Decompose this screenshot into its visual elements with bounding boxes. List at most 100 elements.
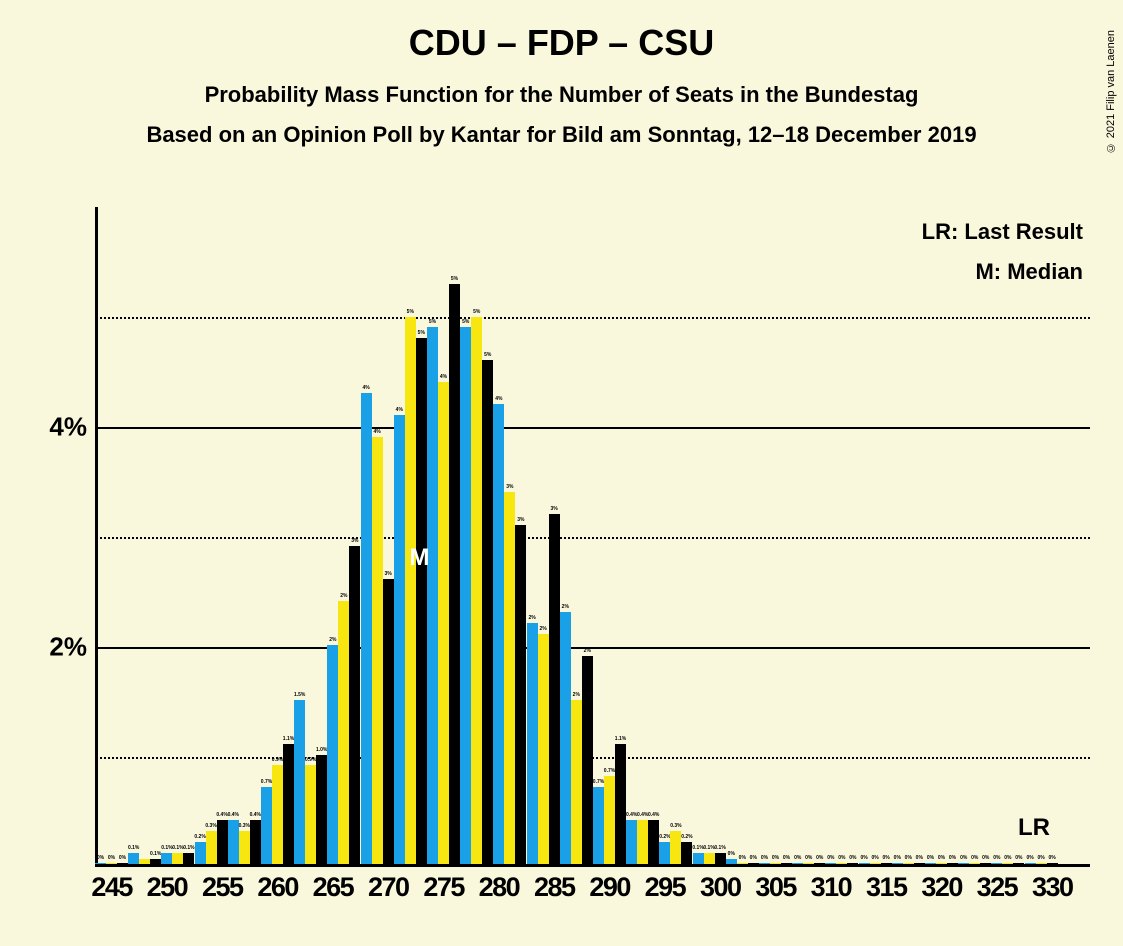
bar: 0.3% (206, 831, 217, 864)
x-tick-label: 310 (811, 872, 852, 903)
bar-value-label: 0.1% (172, 845, 183, 851)
bar-value-label: 0% (938, 855, 945, 861)
bar-value-label: 0.1% (161, 845, 172, 851)
bar: 0% (781, 863, 792, 864)
bar: 2% (338, 601, 349, 864)
bar-value-label: 0% (993, 855, 1000, 861)
bar: 0% (803, 863, 814, 864)
bars-container: 0%0%0%0.1%0.1%0.1%0.1%0.1%0.2%0.3%0.4%0.… (95, 207, 1090, 864)
bar: 0% (892, 863, 903, 864)
bar-value-label: 0.2% (681, 834, 692, 840)
bar: 0.7% (604, 776, 615, 864)
bar-group: 0%0%0% (1025, 863, 1058, 864)
bar-value-label: 4% (373, 429, 380, 435)
bar-group: 0.1%0.1% (128, 853, 161, 864)
bar-value-label: 0.7% (261, 779, 272, 785)
bar-value-label: 0% (1026, 855, 1033, 861)
bar-value-label: 2% (528, 615, 535, 621)
bar-value-label: 1.1% (615, 736, 626, 742)
bar-group: 4%3%3% (493, 404, 526, 864)
bar-value-label: 3% (506, 484, 513, 490)
bar: 4% (361, 393, 372, 864)
bar-value-label: 0.3% (205, 823, 216, 829)
bar: 4% (438, 382, 449, 864)
bar: 0.4% (250, 820, 261, 864)
bar: 2% (527, 623, 538, 864)
bar-value-label: 0% (838, 855, 845, 861)
bar: 3% (515, 525, 526, 864)
bar: 0.1% (183, 853, 194, 864)
bar-value-label: 5% (451, 276, 458, 282)
bar: 0% (958, 863, 969, 864)
bar-value-label: 2% (573, 692, 580, 698)
bar-group: 2%2%3% (527, 514, 560, 864)
bar: 5% (471, 317, 482, 865)
bar: 0% (925, 863, 936, 864)
x-tick-label: 315 (866, 872, 907, 903)
bar: 0% (117, 863, 128, 864)
bar-value-label: 3% (351, 538, 358, 544)
x-tick-label: 280 (479, 872, 520, 903)
bar-group: 0%0%0% (991, 863, 1024, 864)
bar-value-label: 0% (119, 855, 126, 861)
bar-value-label: 0.3% (670, 823, 681, 829)
bar-value-label: 0.4% (216, 812, 227, 818)
bar-group: 1.5%0.9%1.0% (294, 700, 327, 864)
bar-group: 0.4%0.3%0.4% (228, 820, 261, 864)
bar: 2% (327, 645, 338, 864)
x-tick-label: 260 (257, 872, 298, 903)
bar-value-label: 2% (340, 593, 347, 599)
bar-value-label: 0.4% (626, 812, 637, 818)
x-tick-label: 255 (202, 872, 243, 903)
bar-value-label: 0% (794, 855, 801, 861)
bar-value-label: 2% (539, 626, 546, 632)
bar: 0% (847, 863, 858, 864)
bar-value-label: 0% (827, 855, 834, 861)
bar: 0.7% (593, 787, 604, 864)
bar: 0% (836, 863, 847, 864)
bar-group: 2%2%3% (327, 546, 360, 864)
bar-group: 0.7%0.7%1.1% (593, 744, 626, 864)
bar-group: 5%4%5% (427, 284, 460, 864)
x-tick-label: 330 (1032, 872, 1073, 903)
bar-value-label: 0% (97, 855, 104, 861)
bar-value-label: 3% (517, 517, 524, 523)
bar: 3% (383, 579, 394, 864)
bar-value-label: 0.1% (714, 845, 725, 851)
bar: 5% (405, 317, 416, 865)
bar: 0% (991, 863, 1002, 864)
bar-group: 0%0%0% (759, 863, 792, 864)
x-tick-label: 325 (977, 872, 1018, 903)
bar: 5% (460, 327, 471, 864)
bar-value-label: 0% (739, 855, 746, 861)
bar-group: 4%5%5% (394, 317, 427, 865)
bar-group: 0%0%0% (859, 863, 892, 864)
bar-value-label: 0% (783, 855, 790, 861)
bar: 4% (372, 437, 383, 864)
bar: 1.0% (316, 755, 327, 865)
bar-value-label: 5% (418, 330, 425, 336)
bar: 5% (416, 338, 427, 864)
bar-group: 0%0%0% (925, 863, 958, 864)
bar-group: 0.4%0.4%0.4% (626, 820, 659, 864)
bar-value-label: 0% (1015, 855, 1022, 861)
bar: 0.4% (217, 820, 228, 864)
bar-value-label: 5% (429, 319, 436, 325)
bar: 0.7% (261, 787, 272, 864)
bar-value-label: 0% (982, 855, 989, 861)
bar-value-label: 0.3% (239, 823, 250, 829)
bar-value-label: 0% (860, 855, 867, 861)
bar-value-label: 4% (396, 407, 403, 413)
bar-value-label: 5% (407, 309, 414, 315)
bar-value-label: 0% (916, 855, 923, 861)
bar: 3% (349, 546, 360, 864)
bar-value-label: 5% (462, 319, 469, 325)
x-tick-label: 295 (645, 872, 686, 903)
x-tick-label: 320 (921, 872, 962, 903)
bar: 1.5% (294, 700, 305, 864)
bar: 0% (980, 863, 991, 864)
bar-value-label: 0% (960, 855, 967, 861)
bar: 0.2% (659, 842, 670, 864)
bar: 0.9% (272, 765, 283, 864)
bar-value-label: 1.5% (294, 692, 305, 698)
